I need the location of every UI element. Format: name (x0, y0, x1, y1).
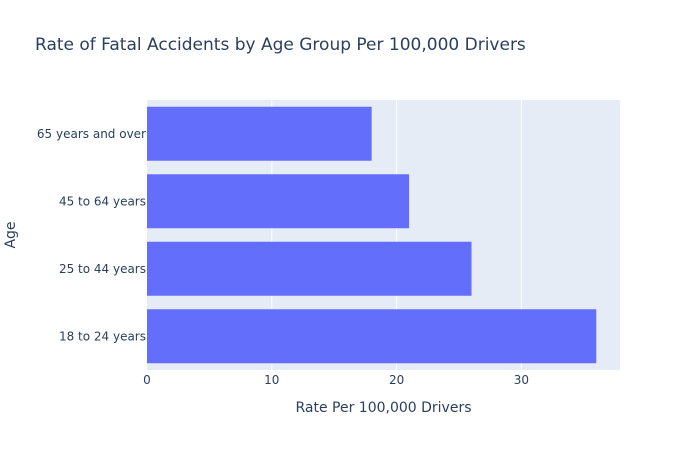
x-tick-label: 10 (264, 373, 279, 387)
y-tick-label: 65 years and over (37, 127, 146, 141)
y-tick-label: 18 to 24 years (59, 329, 146, 343)
x-tick-label: 0 (143, 373, 151, 387)
bar-18-to-24-years[interactable] (147, 309, 597, 364)
y-tick-label: 25 to 44 years (59, 262, 146, 276)
bar-45-to-64-years[interactable] (147, 174, 410, 229)
x-tick-label: 20 (389, 373, 404, 387)
y-axis-title: Age (3, 221, 19, 248)
x-axis-title: Rate Per 100,000 Drivers (295, 400, 471, 416)
x-axis-ticks: 0 10 20 30 (143, 373, 529, 387)
bars (147, 106, 597, 364)
x-tick-label: 30 (514, 373, 529, 387)
chart-title: Rate of Fatal Accidents by Age Group Per… (35, 35, 526, 55)
y-axis-ticks: 18 to 24 years 25 to 44 years 45 to 64 yea… (37, 127, 146, 344)
bar-25-to-44-years[interactable] (147, 241, 472, 296)
y-tick-label: 45 to 64 years (59, 194, 146, 208)
bar-65-years-and-over[interactable] (147, 106, 372, 161)
